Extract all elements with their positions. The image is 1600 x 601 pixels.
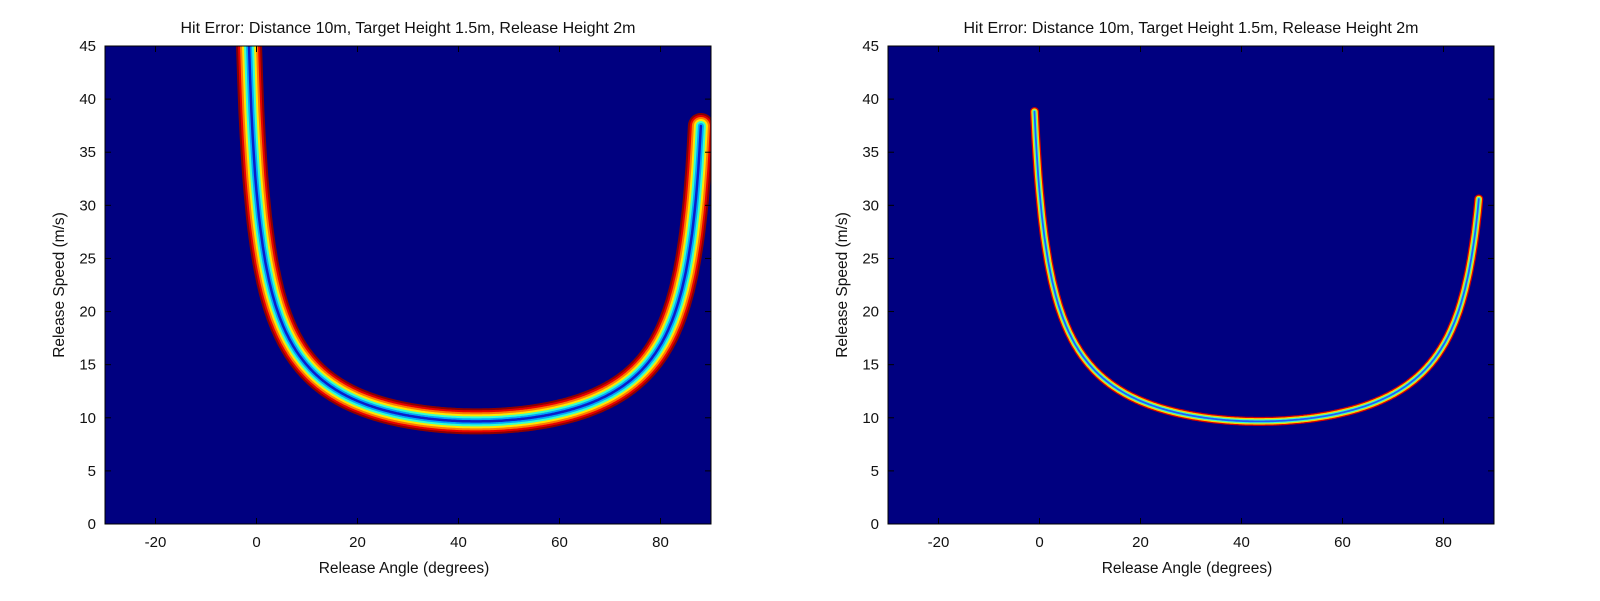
y-tick-label: 30	[79, 197, 96, 214]
chart-title: Hit Error: Distance 10m, Target Height 1…	[180, 20, 635, 37]
y-tick-label: 20	[862, 304, 879, 321]
x-tick-label: 60	[1334, 534, 1351, 551]
y-tick-label: 10	[79, 410, 96, 427]
y-tick-label: 25	[862, 250, 879, 267]
plot-background	[105, 46, 711, 524]
x-tick-label: 0	[1035, 534, 1043, 551]
chart-right: Hit Error: Distance 10m, Target Height 1…	[834, 20, 1495, 577]
x-tick-label: -20	[928, 534, 950, 551]
y-tick-label: 15	[79, 357, 96, 374]
chart-title: Hit Error: Distance 10m, Target Height 1…	[963, 20, 1418, 37]
y-axis-label: Release Speed (m/s)	[834, 212, 851, 358]
x-axis-label: Release Angle (degrees)	[319, 560, 490, 577]
band-layer-3	[1033, 110, 1480, 423]
chart-left: Hit Error: Distance 10m, Target Height 1…	[51, 20, 712, 577]
y-tick-label: 15	[862, 357, 879, 374]
y-tick-label: 30	[862, 197, 879, 214]
axes-frame	[104, 45, 712, 525]
x-axis-label: Release Angle (degrees)	[1102, 560, 1273, 577]
y-tick-label: 25	[79, 250, 96, 267]
x-tick-label: 40	[450, 534, 467, 551]
x-tick-label: 0	[252, 534, 260, 551]
y-tick-label: 20	[79, 304, 96, 321]
y-tick-label: 35	[862, 144, 879, 161]
y-tick-label: 40	[862, 91, 879, 108]
x-ticks: -20 0 20 40 60 80	[928, 46, 1452, 551]
y-tick-label: 45	[862, 38, 879, 55]
x-tick-label: 20	[349, 534, 366, 551]
y-tick-label: 45	[79, 38, 96, 55]
x-tick-label: -20	[145, 534, 167, 551]
plot-background	[888, 46, 1494, 524]
x-ticks: -20 0 20 40 60 80	[145, 46, 669, 551]
y-tick-label: 0	[871, 516, 879, 533]
y-tick-label: 5	[88, 463, 96, 480]
x-tick-label: 80	[652, 534, 669, 551]
heatmap-band	[236, 46, 711, 435]
y-tick-label: 40	[79, 91, 96, 108]
axes-frame	[887, 45, 1495, 525]
heatmap-band	[1030, 107, 1484, 426]
x-tick-label: 80	[1435, 534, 1452, 551]
y-ticks: 0 5 10 15 20 25 30 35 40 45	[862, 38, 1494, 533]
y-axis-label: Release Speed (m/s)	[51, 212, 68, 358]
y-tick-label: 10	[862, 410, 879, 427]
x-tick-label: 60	[551, 534, 568, 551]
x-tick-label: 40	[1233, 534, 1250, 551]
band-layer-6	[247, 46, 703, 423]
y-tick-label: 5	[871, 463, 879, 480]
y-tick-label: 35	[79, 144, 96, 161]
y-ticks: 0 5 10 15 20 25 30 35 40 45	[79, 38, 711, 533]
y-tick-label: 0	[88, 516, 96, 533]
x-tick-label: 20	[1132, 534, 1149, 551]
